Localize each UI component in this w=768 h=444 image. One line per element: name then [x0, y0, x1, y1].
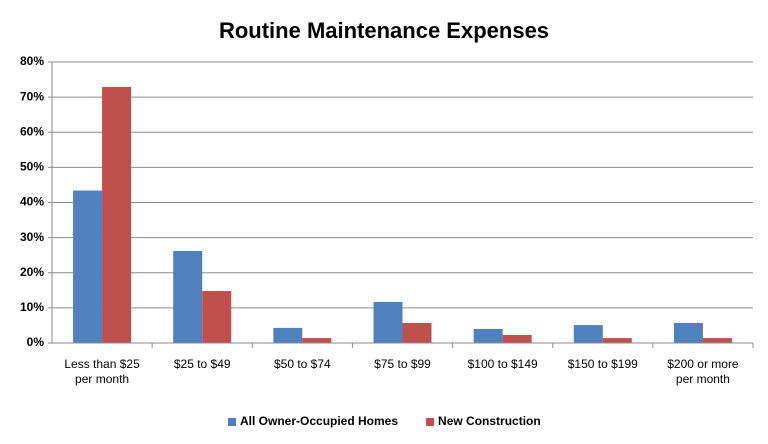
bar — [473, 328, 503, 343]
y-tick-label: 30% — [20, 230, 44, 244]
chart-title: Routine Maintenance Expenses — [219, 18, 549, 43]
legend-label: New Construction — [438, 414, 541, 428]
legend-label: All Owner-Occupied Homes — [240, 414, 398, 428]
x-tick-label: Less than $25 per month — [64, 357, 140, 386]
y-tick-label: 40% — [20, 195, 44, 209]
y-tick-label: 0% — [27, 335, 45, 349]
x-tick-label: $75 to $99 — [374, 357, 431, 371]
bar — [673, 322, 703, 343]
x-tick-label: $50 to $74 — [273, 357, 331, 371]
bar — [573, 325, 603, 343]
bar — [73, 190, 103, 343]
legend-swatch — [426, 418, 435, 426]
bar — [102, 86, 132, 343]
bar — [273, 327, 303, 343]
y-tick-label: 70% — [20, 89, 44, 103]
y-tick-label: 80% — [20, 54, 44, 68]
y-tick-label: 10% — [20, 300, 44, 314]
x-tick-label: $200 or more per month — [667, 357, 739, 386]
bar — [602, 338, 632, 343]
y-tick-label: 50% — [20, 160, 44, 174]
x-tick-label: $25 to $49 — [173, 357, 231, 371]
x-tick-label: $100 to $149 — [467, 357, 538, 371]
bar — [302, 338, 332, 343]
x-tick-label: $150 to $199 — [567, 357, 638, 371]
bar — [202, 291, 232, 343]
bar — [173, 250, 203, 343]
y-tick-label: 60% — [20, 124, 44, 138]
y-tick-label: 20% — [20, 265, 44, 279]
bar — [373, 301, 403, 343]
legend-swatch — [228, 418, 236, 426]
bar — [402, 322, 432, 343]
bar — [502, 334, 532, 343]
bar — [702, 338, 732, 343]
